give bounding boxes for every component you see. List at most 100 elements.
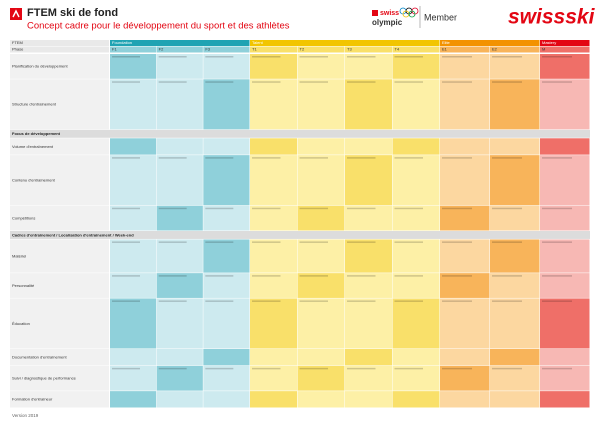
- sub-header: [250, 46, 297, 53]
- row-label: Personnalité: [12, 283, 35, 288]
- cell: [203, 54, 250, 79]
- table: FTEM Phase Foundation F1 F2 F3 Talent T1 T2 T3 T4 E…: [10, 40, 590, 408]
- row-label-cell: [10, 155, 109, 206]
- cell-text-block: [347, 300, 376, 302]
- cell: [440, 79, 490, 130]
- cell: [250, 79, 297, 130]
- sub-header: [110, 46, 157, 53]
- phase-header: [440, 40, 540, 46]
- cell-text-block: [442, 81, 472, 83]
- cell: [490, 155, 540, 206]
- cell: [250, 365, 297, 391]
- cell-text-block: [299, 81, 328, 83]
- cell-text-block: [158, 241, 187, 243]
- cell-text-block: [112, 275, 140, 277]
- cell: [156, 54, 203, 79]
- cell-text-block: [394, 81, 423, 83]
- cell-text-block: [394, 275, 423, 277]
- cell-text-block: [205, 367, 234, 370]
- cell: [490, 298, 540, 349]
- cell: [110, 205, 157, 231]
- cell: [392, 79, 440, 130]
- cell: [110, 365, 157, 391]
- cell-text-block: [205, 81, 234, 83]
- cell-text-block: [299, 367, 328, 370]
- cell-text-block: [442, 300, 472, 302]
- cell-text-block: [394, 207, 423, 210]
- cell: [392, 138, 440, 155]
- cell: [345, 298, 392, 349]
- sub-header: [345, 46, 392, 53]
- cell: [203, 155, 250, 206]
- cell: [540, 138, 590, 155]
- cell: [203, 298, 250, 349]
- row-label-cell: [10, 298, 109, 349]
- corner-label: FTEM: [12, 40, 23, 45]
- cell-text-block: [442, 367, 472, 370]
- cell: [156, 138, 203, 155]
- cell-text-block: [542, 157, 572, 159]
- cell: [490, 205, 540, 231]
- sub-header: [156, 46, 203, 53]
- cell-text-block: [492, 157, 522, 159]
- cell-text-block: [492, 300, 522, 302]
- cell: [490, 138, 540, 155]
- cell: [440, 138, 490, 155]
- cell: [110, 349, 157, 366]
- phase-header: [250, 40, 440, 46]
- cell-text-block: [442, 241, 472, 243]
- cell-text-block: [394, 56, 423, 58]
- cell-text-block: [492, 207, 522, 210]
- cell-text-block: [158, 275, 187, 277]
- cell: [490, 365, 540, 391]
- cell-text-block: [542, 81, 572, 83]
- cell-text-block: [542, 275, 572, 277]
- cell: [250, 205, 297, 231]
- row-label-cell: [10, 79, 109, 130]
- cell: [250, 239, 297, 273]
- row-label-cell: [10, 239, 109, 273]
- cell: [297, 298, 345, 349]
- cell: [297, 349, 345, 366]
- cell-text-block: [299, 157, 328, 159]
- section-label: Focus de développement: [12, 131, 61, 136]
- row-label-cell: [10, 138, 109, 155]
- cell: [203, 273, 250, 298]
- cell-text-block: [252, 157, 281, 159]
- cell-text-block: [252, 275, 281, 277]
- row-label: Formation d'entraîneur: [12, 397, 53, 402]
- row-label-cell: [10, 349, 109, 366]
- cell-text-block: [205, 157, 234, 159]
- row-label: Compétitions: [12, 215, 35, 220]
- row-label: Contenu d'entraînement: [12, 177, 56, 182]
- section-label: Cadres d'entraînement / Localisation d'e…: [12, 232, 134, 237]
- cell-text-block: [252, 81, 281, 83]
- corner-label: Phase: [12, 47, 24, 52]
- cell-text-block: [158, 56, 187, 58]
- cell-text-block: [347, 207, 376, 210]
- sub-label: T2: [300, 47, 305, 52]
- brand: swissski: [508, 6, 596, 29]
- cell: [440, 155, 490, 206]
- cell: [440, 239, 490, 273]
- cell: [110, 239, 157, 273]
- cell-text-block: [347, 56, 376, 58]
- row-label: Documentation d'entraînement: [12, 354, 67, 359]
- cell: [156, 273, 203, 298]
- sub-label: E1: [442, 47, 448, 52]
- cell: [392, 54, 440, 79]
- cell: [392, 298, 440, 349]
- cell-text-block: [158, 207, 187, 210]
- sub-header: [540, 46, 590, 53]
- sub-label: F2: [159, 47, 164, 52]
- row-label: Planification du développement: [12, 64, 68, 69]
- cell: [297, 239, 345, 273]
- cell: [110, 79, 157, 130]
- row-label-cell: [10, 365, 109, 391]
- cell-text-block: [112, 56, 140, 58]
- cell: [156, 391, 203, 408]
- corner-cell: [10, 40, 109, 46]
- cell: [156, 349, 203, 366]
- phase-header: [540, 40, 590, 46]
- cell: [203, 205, 250, 231]
